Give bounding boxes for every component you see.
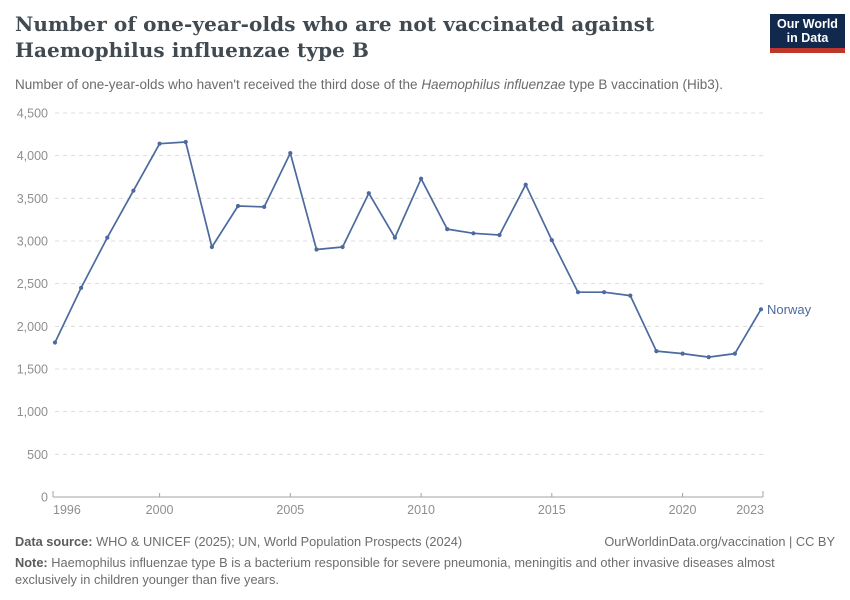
data-point[interactable] (654, 349, 659, 354)
data-point[interactable] (79, 285, 84, 290)
footer-source-row: Data source: WHO & UNICEF (2025); UN, Wo… (15, 534, 835, 550)
data-source-label: Data source: (15, 534, 93, 549)
chart-subtitle: Number of one-year-olds who haven't rece… (15, 76, 835, 93)
subtitle-text-after: type B vaccination (Hib3). (565, 77, 723, 92)
x-tick-label: 2023 (736, 503, 764, 517)
data-point[interactable] (52, 340, 58, 345)
y-tick-label: 4,500 (17, 107, 48, 121)
data-point[interactable] (706, 355, 711, 360)
data-point[interactable] (680, 351, 685, 356)
data-source-text: Data source: WHO & UNICEF (2025); UN, Wo… (15, 534, 463, 549)
footer-note: Note: Haemophilus influenzae type B is a… (15, 554, 837, 588)
entity-label[interactable]: Norway (767, 302, 812, 317)
data-point[interactable] (340, 244, 345, 250)
chart-title-line1: Number of one-year-olds who are not vacc… (15, 12, 655, 36)
y-tick-label: 1,500 (17, 363, 48, 377)
x-tick-label: 2020 (669, 503, 697, 517)
footer-note-line2: exclusively in children younger than fiv… (15, 572, 279, 587)
data-point[interactable] (314, 247, 319, 252)
data-point[interactable] (262, 204, 267, 209)
data-point[interactable] (209, 244, 214, 250)
chart-title-line2: Haemophilus influenzae type B (15, 38, 370, 62)
owid-logo-line1: Our World (777, 16, 838, 31)
x-tick-label: 2000 (146, 503, 174, 517)
data-line-norway[interactable] (54, 141, 762, 358)
data-point[interactable] (758, 307, 764, 312)
data-point[interactable] (366, 191, 371, 196)
x-tick-label: 1996 (53, 503, 81, 517)
owid-logo-line2: in Data (786, 31, 829, 45)
data-point[interactable] (392, 235, 397, 240)
data-point[interactable] (157, 141, 162, 146)
y-tick-label: 0 (41, 491, 48, 505)
x-tick-label: 2015 (538, 503, 566, 517)
footer-note-label: Note: (15, 555, 48, 570)
owid-logo-red-bar (770, 48, 845, 53)
owid-logo[interactable]: Our World in Data (770, 14, 845, 48)
y-tick-label: 2,500 (17, 277, 48, 291)
y-tick-label: 3,500 (17, 192, 48, 206)
data-point[interactable] (732, 351, 738, 356)
owid-license-link[interactable]: OurWorldinData.org/vaccination | CC BY (604, 534, 835, 549)
y-tick-label: 1,000 (17, 405, 48, 419)
data-point[interactable] (602, 290, 607, 295)
data-point[interactable] (471, 231, 476, 236)
subtitle-text-before: Number of one-year-olds who haven't rece… (15, 77, 422, 92)
data-point[interactable] (523, 182, 528, 187)
data-point[interactable] (445, 227, 450, 232)
chart-title: Number of one-year-olds who are not vacc… (15, 11, 745, 63)
x-tick-label: 2005 (276, 503, 304, 517)
y-tick-label: 4,000 (17, 149, 48, 163)
data-point[interactable] (628, 293, 633, 298)
data-point[interactable] (183, 139, 188, 145)
data-point[interactable] (419, 176, 424, 181)
subtitle-text-italic: Haemophilus influenzae (421, 77, 566, 92)
data-point[interactable] (549, 238, 554, 243)
y-tick-label: 500 (27, 448, 48, 462)
data-point[interactable] (497, 232, 502, 238)
data-point[interactable] (288, 151, 293, 156)
data-point[interactable] (235, 203, 241, 209)
data-point[interactable] (131, 188, 136, 193)
x-tick-label: 2010 (407, 503, 435, 517)
y-tick-label: 2,000 (17, 320, 48, 334)
y-tick-label: 3,000 (17, 235, 48, 249)
footer-note-line1: Note: Haemophilus influenzae type B is a… (15, 555, 775, 570)
data-point[interactable] (575, 290, 581, 295)
data-point[interactable] (105, 235, 110, 240)
